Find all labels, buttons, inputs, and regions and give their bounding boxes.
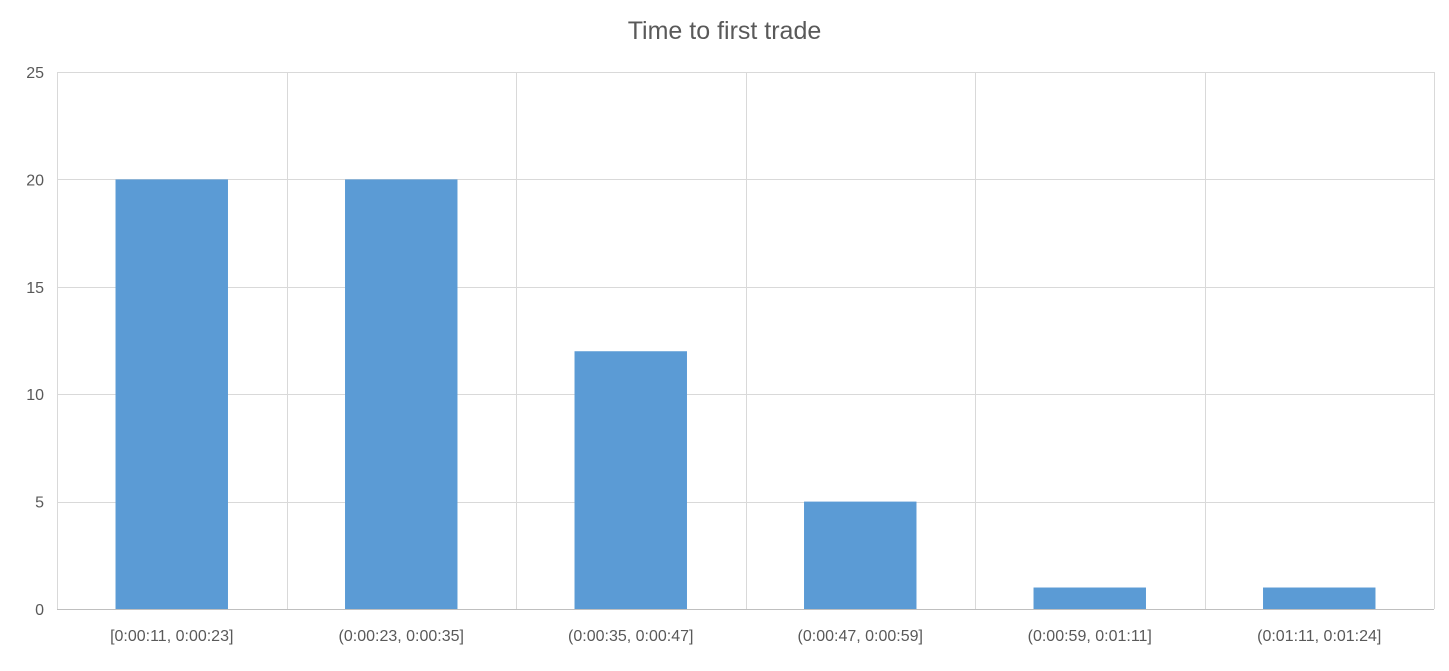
bar [574,351,687,609]
grid-lines [57,72,1435,610]
y-tick-label: 5 [35,495,44,512]
x-tick-label: (0:01:11, 0:01:24] [1257,628,1381,645]
bar [1263,587,1376,609]
y-tick-label: 25 [26,65,44,82]
bars [115,179,1376,609]
y-axis-ticks: 0 5 10 15 20 25 [26,65,44,619]
x-tick-label: (0:00:35, 0:00:47] [568,628,693,645]
x-tick-label: (0:00:47, 0:00:59] [798,628,923,645]
x-tick-label: [0:00:11, 0:00:23] [110,628,233,645]
bar [1033,587,1146,609]
x-axis-ticks: [0:00:11, 0:00:23] (0:00:23, 0:00:35] (0:0… [110,628,1381,645]
y-tick-label: 20 [26,172,44,189]
x-tick-label: (0:00:59, 0:01:11] [1028,628,1152,645]
bar [345,179,458,609]
x-tick-label: (0:00:23, 0:00:35] [339,628,464,645]
chart-title: Time to first trade [627,17,822,45]
y-tick-label: 0 [35,602,44,619]
y-tick-label: 15 [26,280,44,297]
bar [115,179,228,609]
bar [804,501,917,609]
y-tick-label: 10 [26,387,44,404]
